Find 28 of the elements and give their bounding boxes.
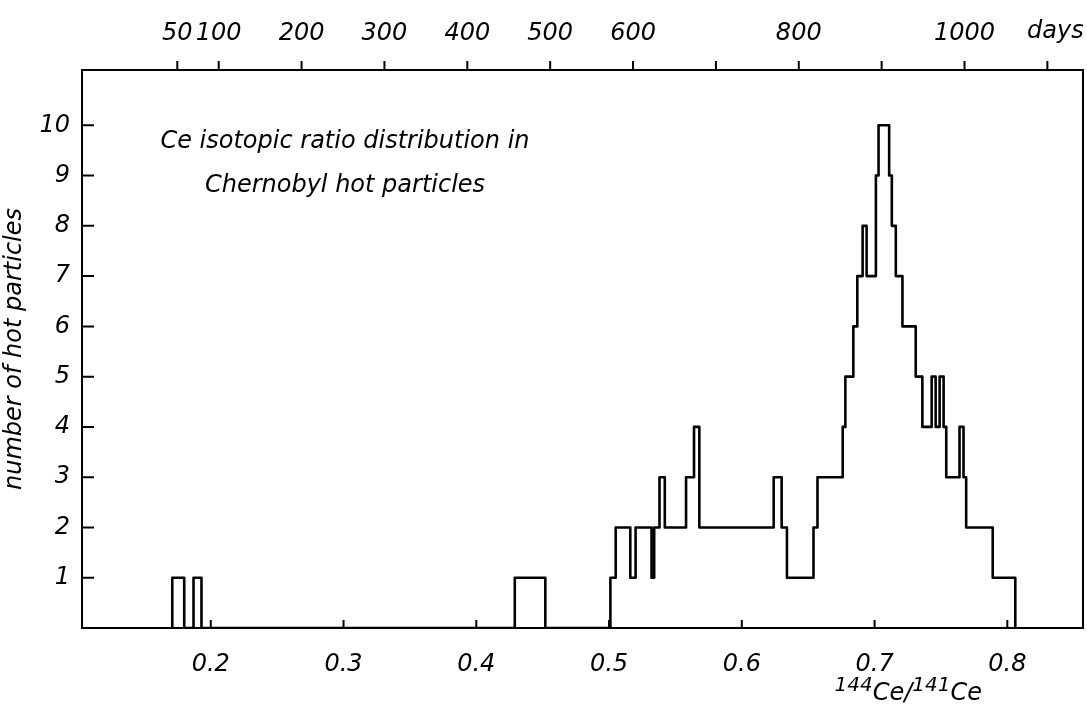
x-tick-label: 0.3 <box>324 648 363 677</box>
y-tick-label: 10 <box>39 109 70 138</box>
text: Ce isotopic ratio distribution in Chernobyl hot particles <box>159 125 531 200</box>
x-tick-label: 0.4 <box>457 648 496 677</box>
x2-tick-label: 800 <box>775 17 822 46</box>
x2-tick-label: 500 <box>527 17 574 46</box>
x2-tick-label: 1000 <box>933 17 996 46</box>
y-tick-label: 1 <box>54 561 70 590</box>
x2-axis-title: days <box>1027 16 1084 44</box>
y-tick-label: 3 <box>54 461 70 490</box>
x-tick-label: 0.8 <box>988 648 1027 677</box>
y-tick-label: 2 <box>54 511 70 540</box>
x2-tick-label: 600 <box>610 17 656 46</box>
y-tick-label: 8 <box>54 210 70 239</box>
x2-tick-label: 400 <box>444 17 491 46</box>
x2-tick-label: 300 <box>361 17 408 46</box>
x-tick-label: 0.6 <box>722 648 761 677</box>
y-tick-label: 7 <box>54 260 71 289</box>
x-tick-label: 0.2 <box>191 648 230 677</box>
x2-tick-label: 200 <box>278 17 325 46</box>
y-tick-label: 6 <box>54 310 70 339</box>
y-tick-label: 9 <box>54 159 70 188</box>
x2-tick-label: 50 <box>162 17 193 46</box>
x2-tick-label: 100 <box>195 17 242 46</box>
y-tick-label: 4 <box>54 411 70 440</box>
y-axis-title: number of hot particles <box>0 207 27 491</box>
x-tick-label: 0.5 <box>589 648 629 677</box>
y-tick-label: 5 <box>54 360 70 389</box>
